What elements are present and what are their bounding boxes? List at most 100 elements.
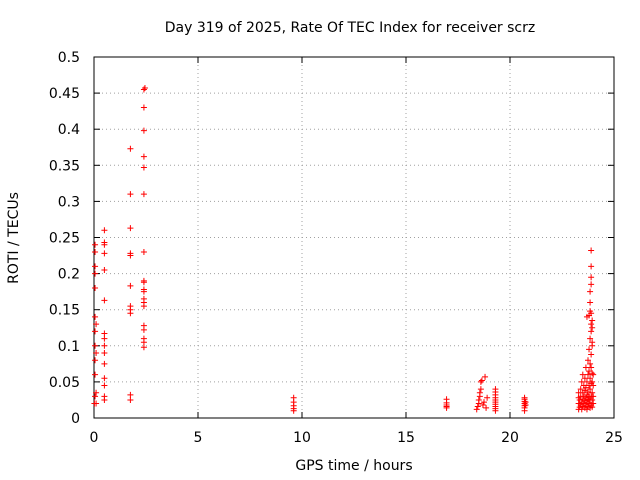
data-point	[127, 191, 134, 198]
data-point	[101, 250, 108, 257]
data-point	[586, 346, 593, 353]
data-point	[590, 371, 597, 378]
data-point	[140, 164, 147, 171]
data-point	[577, 386, 584, 393]
data-point	[92, 313, 99, 320]
data-point	[481, 399, 487, 406]
x-tick-label: 10	[293, 430, 311, 446]
data-point	[140, 127, 147, 134]
data-point	[589, 324, 596, 331]
data-point	[476, 389, 483, 396]
data-point	[140, 344, 147, 351]
data-point	[140, 191, 147, 198]
data-point	[590, 400, 597, 407]
data-point	[581, 375, 588, 382]
data-point	[521, 394, 528, 401]
data-point	[587, 335, 594, 342]
data-point	[92, 342, 99, 349]
data-point	[140, 104, 147, 111]
y-tick-label: 0.45	[49, 86, 80, 102]
data-point	[92, 270, 99, 277]
data-point	[92, 357, 99, 364]
data-point	[588, 351, 595, 358]
data-point	[588, 364, 595, 371]
data-point	[479, 402, 486, 409]
data-point	[101, 375, 108, 382]
data-point	[588, 310, 595, 317]
data-point	[93, 350, 100, 357]
data-point	[127, 303, 134, 310]
data-points	[91, 85, 597, 414]
data-point	[477, 386, 484, 393]
data-point	[473, 406, 480, 413]
data-point	[140, 248, 147, 255]
y-tick-label: 0	[71, 411, 80, 427]
x-tick-label: 15	[397, 430, 415, 446]
data-point	[92, 241, 99, 248]
data-point	[588, 263, 595, 270]
x-tick-label: 20	[501, 430, 519, 446]
grid	[94, 57, 614, 418]
data-point	[587, 299, 594, 306]
data-point	[290, 394, 297, 401]
data-point	[93, 321, 100, 328]
data-point	[588, 281, 595, 288]
data-point	[140, 153, 147, 160]
data-point	[475, 396, 482, 403]
y-axis-label: ROTI / TECUs	[6, 192, 22, 284]
x-tick-label: 5	[194, 430, 203, 446]
data-point	[127, 250, 134, 257]
x-tick-label: 0	[90, 430, 99, 446]
y-tick-label: 0.4	[58, 122, 80, 138]
data-point	[579, 371, 586, 378]
data-point	[582, 384, 589, 391]
data-point	[583, 378, 590, 385]
data-point	[101, 393, 108, 400]
axis-ticks: 0 0.05 0.1 0.15 0.2 0.25 0.3 0.35 0.4 0.45 0.5 0 5 10…	[49, 50, 623, 446]
data-point	[92, 328, 99, 335]
data-point	[92, 248, 99, 255]
data-point	[588, 321, 595, 328]
data-point	[484, 394, 491, 401]
data-point	[581, 387, 588, 394]
data-point	[589, 339, 596, 346]
data-point	[587, 375, 594, 382]
data-point	[492, 386, 499, 393]
data-point	[140, 295, 147, 302]
plot-frame	[93, 56, 615, 419]
data-point	[92, 263, 99, 270]
data-point	[582, 364, 589, 371]
data-point	[101, 239, 108, 246]
data-point	[92, 371, 99, 378]
y-tick-label: 0.5	[58, 50, 80, 66]
data-point	[588, 328, 595, 335]
data-point	[101, 335, 108, 342]
data-point	[101, 382, 108, 389]
y-tick-label: 0.25	[49, 231, 80, 247]
data-point	[140, 277, 147, 284]
data-point	[586, 368, 593, 375]
data-point	[587, 360, 594, 367]
data-point	[589, 404, 596, 411]
x-tick-label: 25	[605, 430, 623, 446]
data-point	[590, 393, 597, 400]
data-point	[92, 393, 99, 400]
data-point	[127, 396, 134, 403]
data-point	[477, 378, 484, 385]
data-point	[140, 286, 147, 293]
data-point	[101, 297, 108, 304]
data-point	[587, 288, 594, 295]
y-tick-label: 0.1	[58, 339, 80, 355]
data-point	[585, 357, 591, 364]
y-tick-label: 0.05	[49, 375, 80, 391]
data-point	[101, 360, 108, 367]
data-point	[141, 85, 148, 92]
data-point	[589, 378, 596, 385]
data-point	[578, 406, 585, 413]
data-point	[587, 386, 594, 393]
x-axis-label: GPS time / hours	[295, 458, 412, 474]
data-point	[101, 330, 108, 337]
y-tick-label: 0.35	[49, 158, 80, 174]
data-point	[92, 285, 99, 292]
